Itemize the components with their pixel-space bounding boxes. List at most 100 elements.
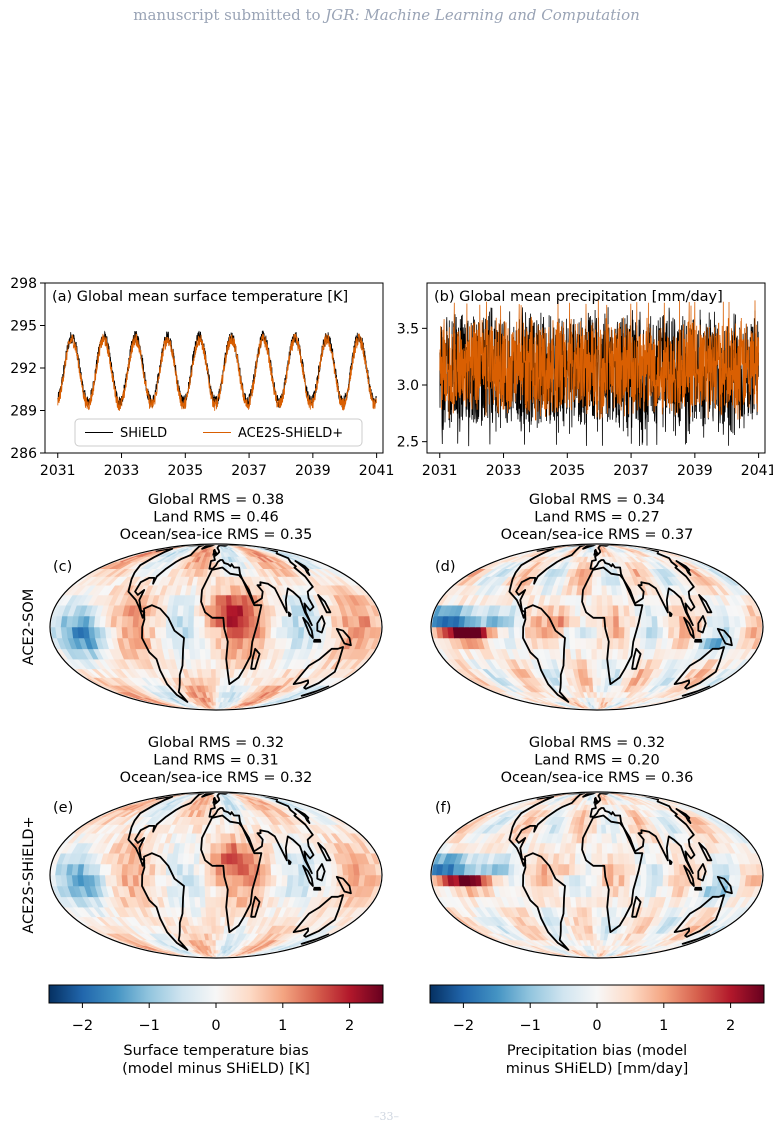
- bias-cell: [270, 874, 278, 887]
- bias-cell: [210, 576, 217, 586]
- bias-cell: [265, 626, 272, 639]
- bias-cell: [286, 874, 294, 887]
- bias-cell: [220, 637, 228, 650]
- series-group: [57, 330, 377, 411]
- bias-cell: [568, 615, 576, 628]
- bias-cell: [204, 842, 212, 854]
- bias-cell: [199, 648, 207, 660]
- map-panel-e: Global RMS = 0.32 Land RMS = 0.31Ocean/se…: [49, 735, 383, 959]
- bias-cell: [154, 615, 162, 628]
- bias-cell: [182, 863, 189, 876]
- coastline: [581, 566, 644, 685]
- bias-cell: [154, 874, 162, 887]
- bias-cell: [237, 852, 244, 865]
- bias-cell: [211, 925, 217, 934]
- bias-cell: [596, 668, 603, 678]
- panel-title: (a) Global mean surface temperature [K]: [52, 289, 348, 305]
- bias-cell: [546, 626, 554, 639]
- bias-cell: [591, 594, 598, 606]
- bias-cell: [574, 615, 581, 628]
- bias-cell: [232, 615, 239, 628]
- bias-cell: [640, 626, 648, 639]
- bias-cell: [232, 863, 239, 876]
- bias-cell: [292, 874, 300, 887]
- coastline: [201, 545, 217, 550]
- coastline: [127, 545, 205, 619]
- bias-cell: [231, 852, 239, 865]
- bias-cell: [613, 615, 620, 628]
- coastline: [287, 611, 292, 617]
- bias-cell: [270, 626, 278, 639]
- bias-cell: [149, 615, 157, 628]
- bias-cell: [281, 615, 289, 628]
- coastline: [683, 616, 695, 639]
- bias-cell: [591, 668, 598, 678]
- coastline: [208, 545, 315, 627]
- bias-cell: [596, 604, 603, 617]
- bias-cell: [127, 863, 135, 876]
- bias-cell: [673, 626, 681, 639]
- bias-cell: [231, 637, 239, 650]
- bias-cell: [215, 896, 222, 908]
- bias-cell: [618, 637, 625, 650]
- panel-label: (c): [53, 559, 72, 575]
- bias-cell: [594, 701, 598, 706]
- coastline: [668, 611, 673, 617]
- bias-cell: [281, 626, 289, 639]
- bias-cell: [154, 626, 162, 639]
- bias-cell: [596, 658, 603, 670]
- bias-cell: [270, 863, 278, 876]
- bias-cell: [200, 658, 207, 670]
- bias-cell: [127, 615, 135, 628]
- bias-cell: [591, 604, 598, 617]
- coastline: [631, 647, 642, 670]
- x-tick-label: 2035: [167, 463, 203, 479]
- bias-field: [432, 545, 762, 709]
- rms-stat: Global RMS = 0.32: [148, 735, 284, 751]
- bias-cell: [210, 637, 217, 650]
- bias-cell: [188, 604, 195, 617]
- bias-cell: [210, 852, 217, 865]
- bias-cell: [149, 863, 157, 876]
- rms-stat: Land RMS = 0.31: [153, 753, 278, 769]
- bias-cell: [154, 863, 162, 876]
- bias-cell: [667, 626, 675, 639]
- bias-cell: [587, 668, 593, 678]
- bias-cell: [286, 626, 294, 639]
- bias-cell: [265, 863, 272, 876]
- bias-cell: [265, 615, 272, 628]
- bias-cell: [640, 615, 648, 628]
- bias-cell: [651, 626, 659, 639]
- map-boundary: [49, 543, 383, 711]
- bias-cell: [206, 916, 212, 926]
- bias-cell: [574, 626, 581, 639]
- coastline: [141, 604, 189, 703]
- bias-cell: [601, 594, 609, 606]
- plot-frame: [426, 282, 766, 454]
- map-boundary: [430, 543, 764, 711]
- bias-cell: [585, 648, 593, 660]
- bias-cell: [211, 677, 217, 686]
- coastline: [317, 594, 332, 614]
- y-tick-label: 298: [10, 276, 37, 292]
- bias-cell: [215, 576, 222, 586]
- bias-cell: [651, 615, 659, 628]
- bias-cell: [215, 852, 222, 865]
- bias-cell: [596, 576, 603, 586]
- bias-cell: [210, 896, 217, 908]
- bias-cell: [585, 594, 593, 606]
- bias-cell: [226, 852, 233, 865]
- bias-cell: [232, 874, 239, 887]
- bias-cell: [182, 852, 190, 865]
- bias-cell: [215, 885, 222, 898]
- bias-cell: [563, 615, 570, 628]
- bias-cell: [160, 626, 167, 639]
- y-tick-label: 2.5: [397, 435, 419, 451]
- bias-cell: [243, 615, 250, 628]
- bias-cell: [596, 648, 603, 660]
- bias-cell: [187, 863, 195, 876]
- bias-cell: [607, 604, 614, 617]
- x-tick-label: 2033: [104, 463, 140, 479]
- bias-cell: [646, 615, 653, 628]
- bias-cell: [259, 874, 267, 887]
